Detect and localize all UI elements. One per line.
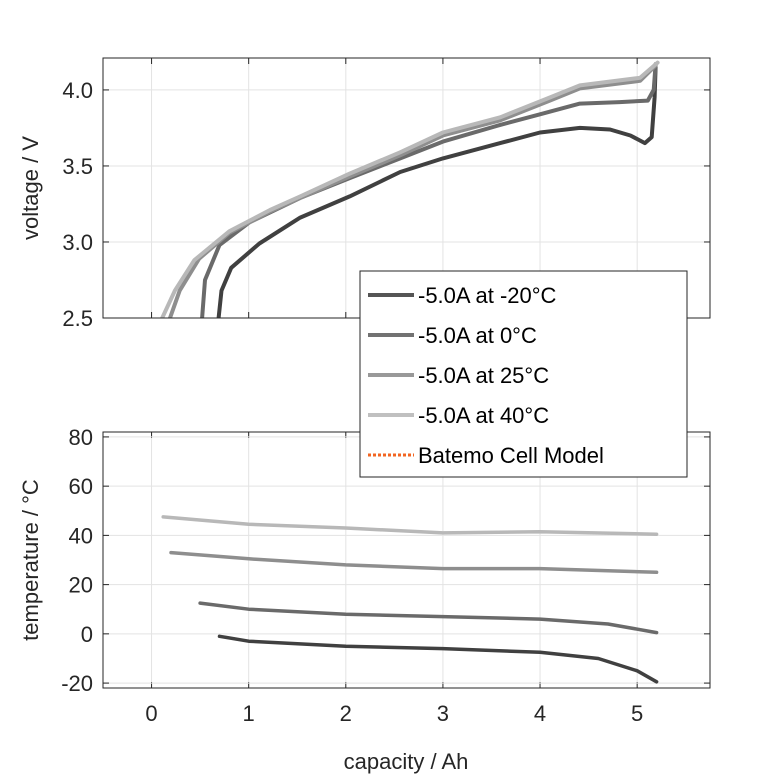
y-tick-label: 40 [69,523,93,548]
legend-label: Batemo Cell Model [418,443,604,468]
legend-label: -5.0A at -20°C [418,283,557,308]
x-tick-label: 0 [145,701,157,726]
x-tick-label: 4 [534,701,546,726]
voltage-axes: 2.5 3.0 3.5 4.0 [62,57,711,331]
series-line--5-0a-at-25-c [169,550,659,575]
temperature-ylabel: temperature / °C [18,479,43,641]
y-tick-label: 60 [69,474,93,499]
series-line--5-0a-at-0-c [198,601,659,635]
y-tick-label: 20 [69,573,93,598]
y-tick-label: 2.5 [62,306,93,331]
y-tick-label: -20 [61,671,93,696]
x-tick-label: 5 [631,701,643,726]
x-tick-label: 1 [243,701,255,726]
y-tick-label: 3.5 [62,154,93,179]
y-tick-label: 4.0 [62,78,93,103]
series-line--5-0a-at-0-c [200,62,658,318]
series-line--5-0a-at-40-c [160,60,660,318]
voltage-ylabel: voltage / V [18,136,43,240]
x-tick-label: 2 [340,701,352,726]
legend-label: -5.0A at 0°C [418,323,537,348]
legend-box [359,270,688,478]
series-line--5-0a-at-20-c [217,634,659,684]
y-tick-label: 3.0 [62,230,93,255]
capacity-xlabel: capacity / Ah [344,749,469,774]
series-line--5-0a-at-20-c [216,65,658,318]
y-tick-label: 80 [69,425,93,450]
legend: -5.0A at -20°C -5.0A at 0°C -5.0A at 25°C -… [359,270,688,478]
legend-label: -5.0A at 25°C [418,363,549,388]
series-line--5-0a-at-40-c [161,515,659,536]
x-tick-label: 3 [437,701,449,726]
y-tick-label: 0 [81,622,93,647]
legend-label: -5.0A at 40°C [418,403,549,428]
